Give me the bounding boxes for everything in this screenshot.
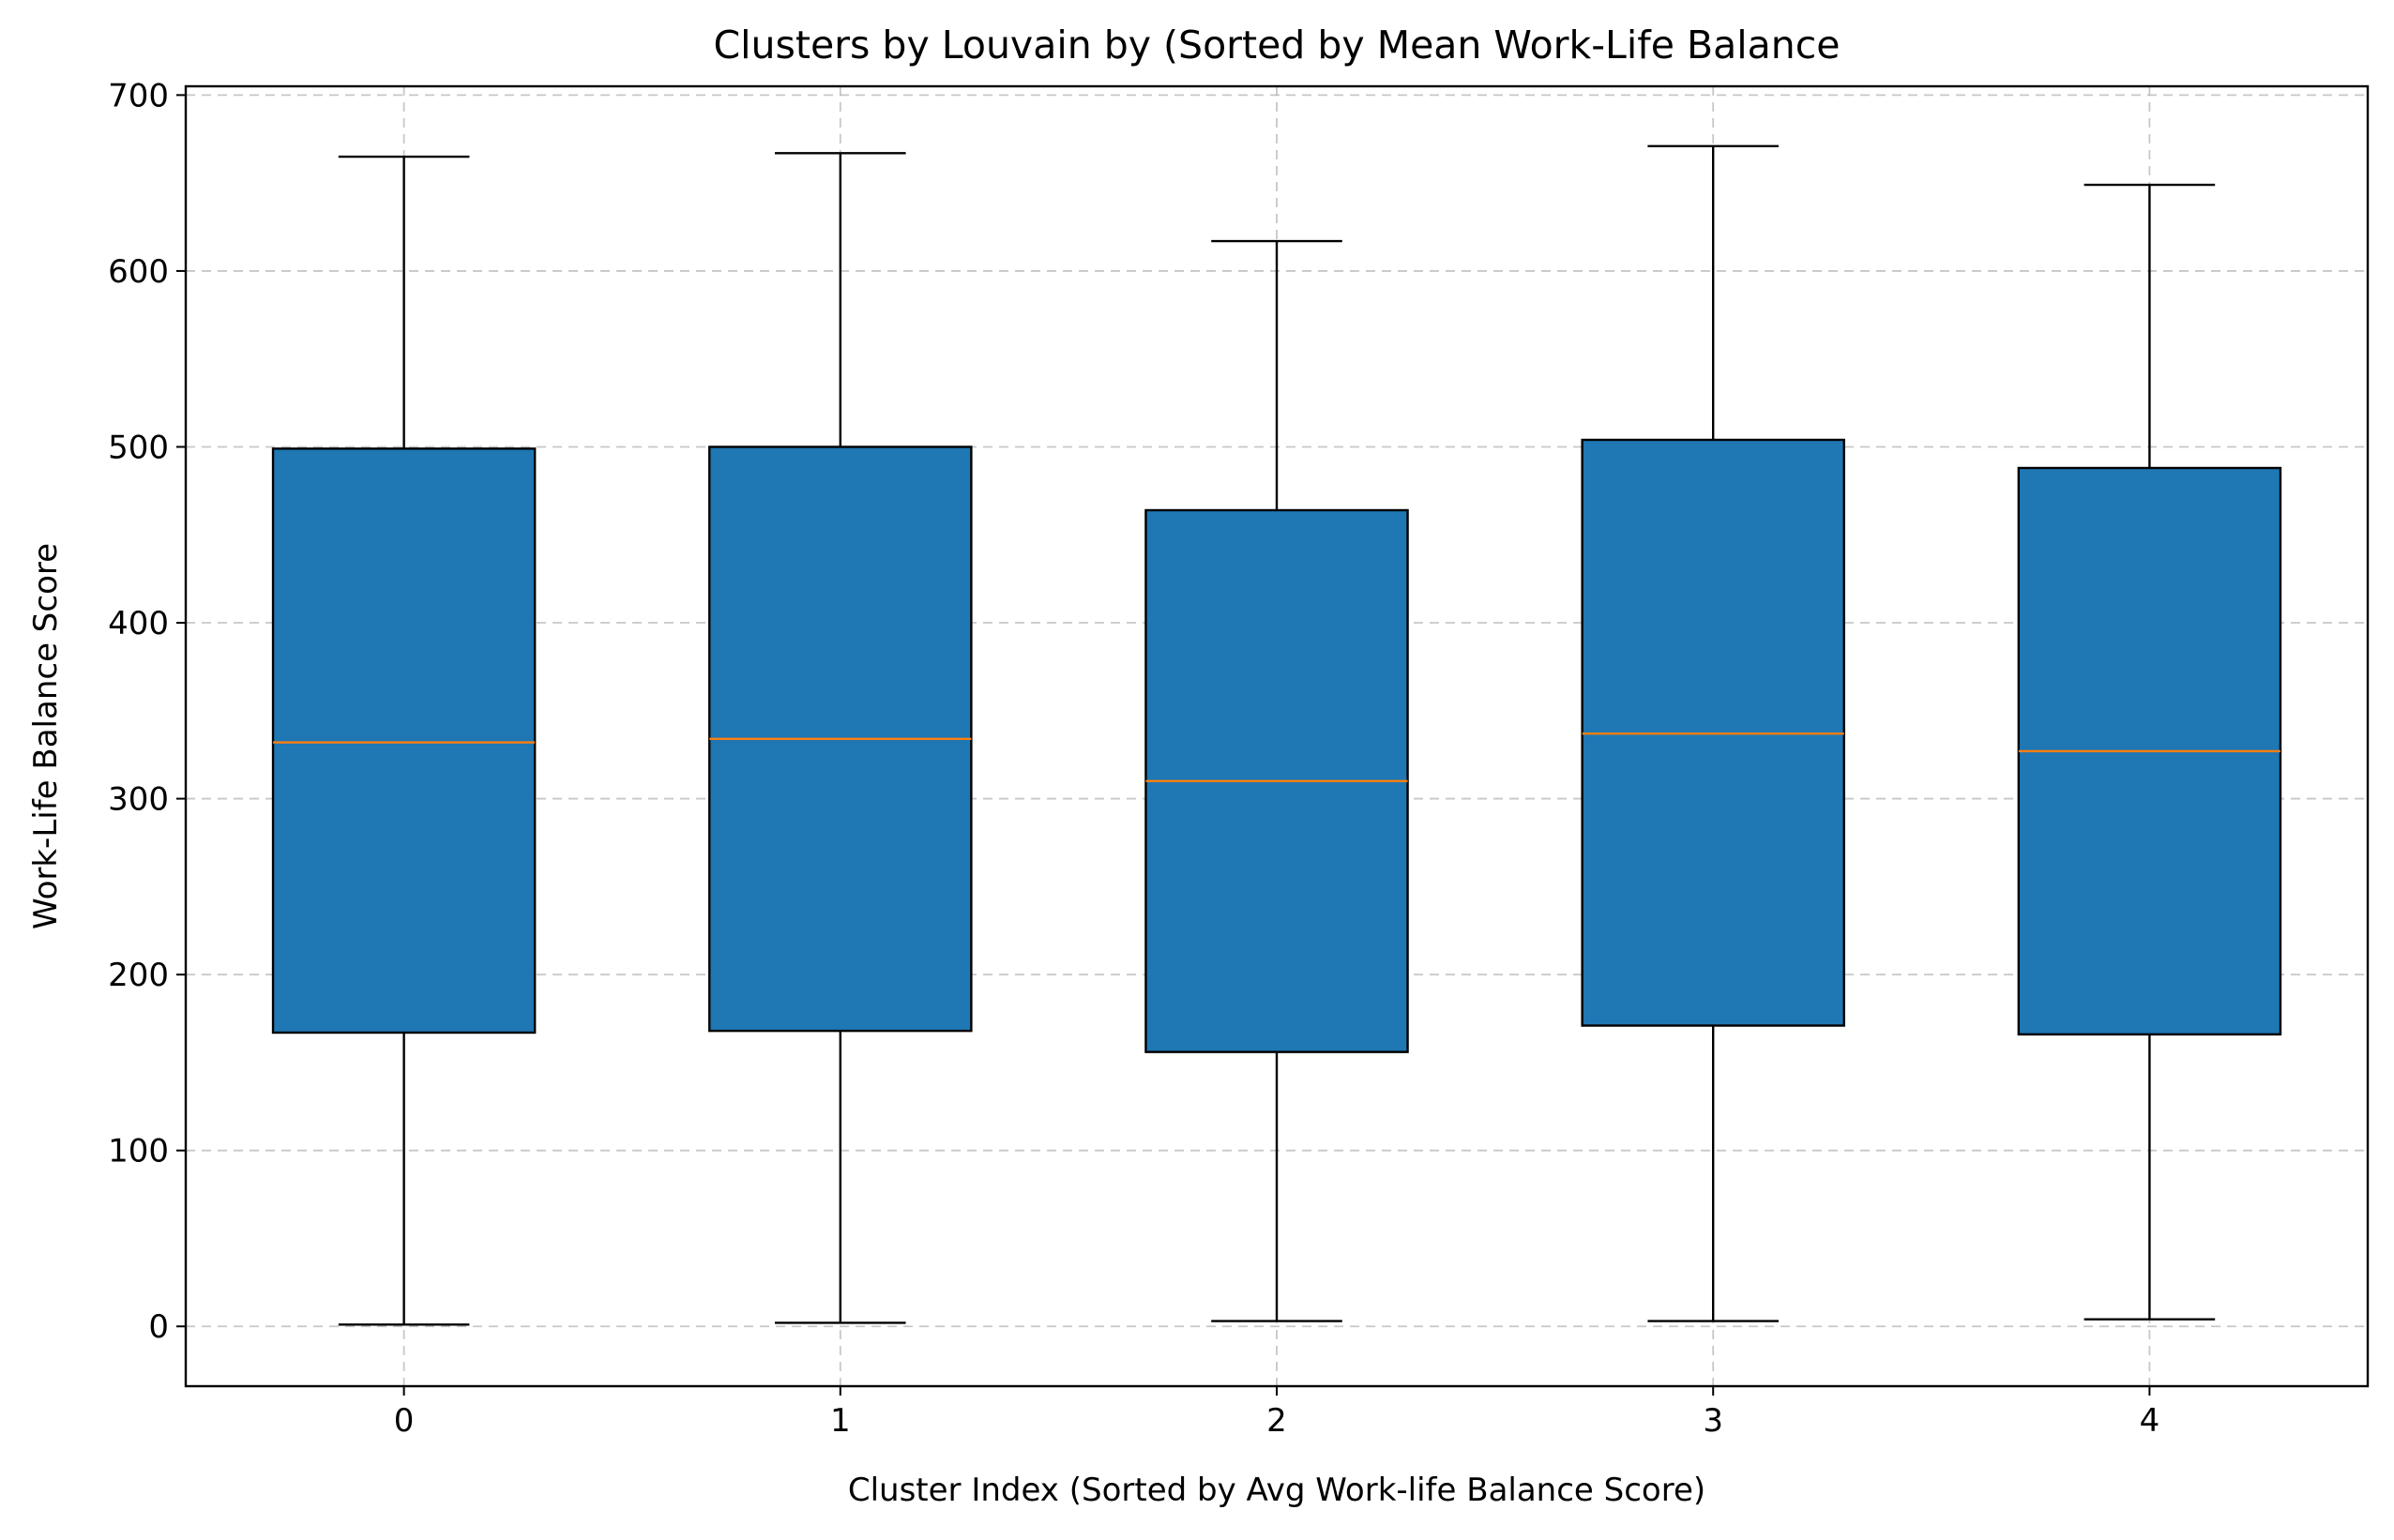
chart-title: Clusters by Louvain by (Sorted by Mean W…: [714, 23, 1841, 68]
y-tick-label: 400: [108, 605, 169, 642]
y-tick-label: 600: [108, 253, 169, 291]
ticks: 0 100 200 300 400 500 600 700 0 1 2 3 4: [108, 77, 2159, 1440]
y-tick-label: 0: [148, 1308, 169, 1346]
box-cluster-0: [271, 155, 537, 1326]
box-cluster-4: [2017, 183, 2282, 1321]
y-tick-label: 700: [108, 77, 169, 114]
x-tick-label: 0: [394, 1402, 415, 1440]
y-axis-label: Work-Life Balance Score: [27, 543, 65, 929]
y-tick-label: 100: [108, 1133, 169, 1170]
x-tick-label: 3: [1703, 1402, 1723, 1440]
y-tick-label: 500: [108, 429, 169, 466]
box-cluster-2: [1144, 239, 1409, 1322]
x-tick-label: 2: [1266, 1402, 1287, 1440]
x-axis-label: Cluster Index (Sorted by Avg Work-life B…: [848, 1472, 1705, 1509]
box-cluster-3: [1581, 144, 1845, 1322]
boxes: [271, 144, 2282, 1326]
x-tick-label: 4: [2140, 1402, 2160, 1440]
y-tick-label: 300: [108, 781, 169, 819]
y-tick-label: 200: [108, 957, 169, 994]
box-cluster-1: [708, 152, 973, 1324]
iqr-box: [271, 447, 537, 1034]
x-tick-label: 1: [830, 1402, 851, 1440]
